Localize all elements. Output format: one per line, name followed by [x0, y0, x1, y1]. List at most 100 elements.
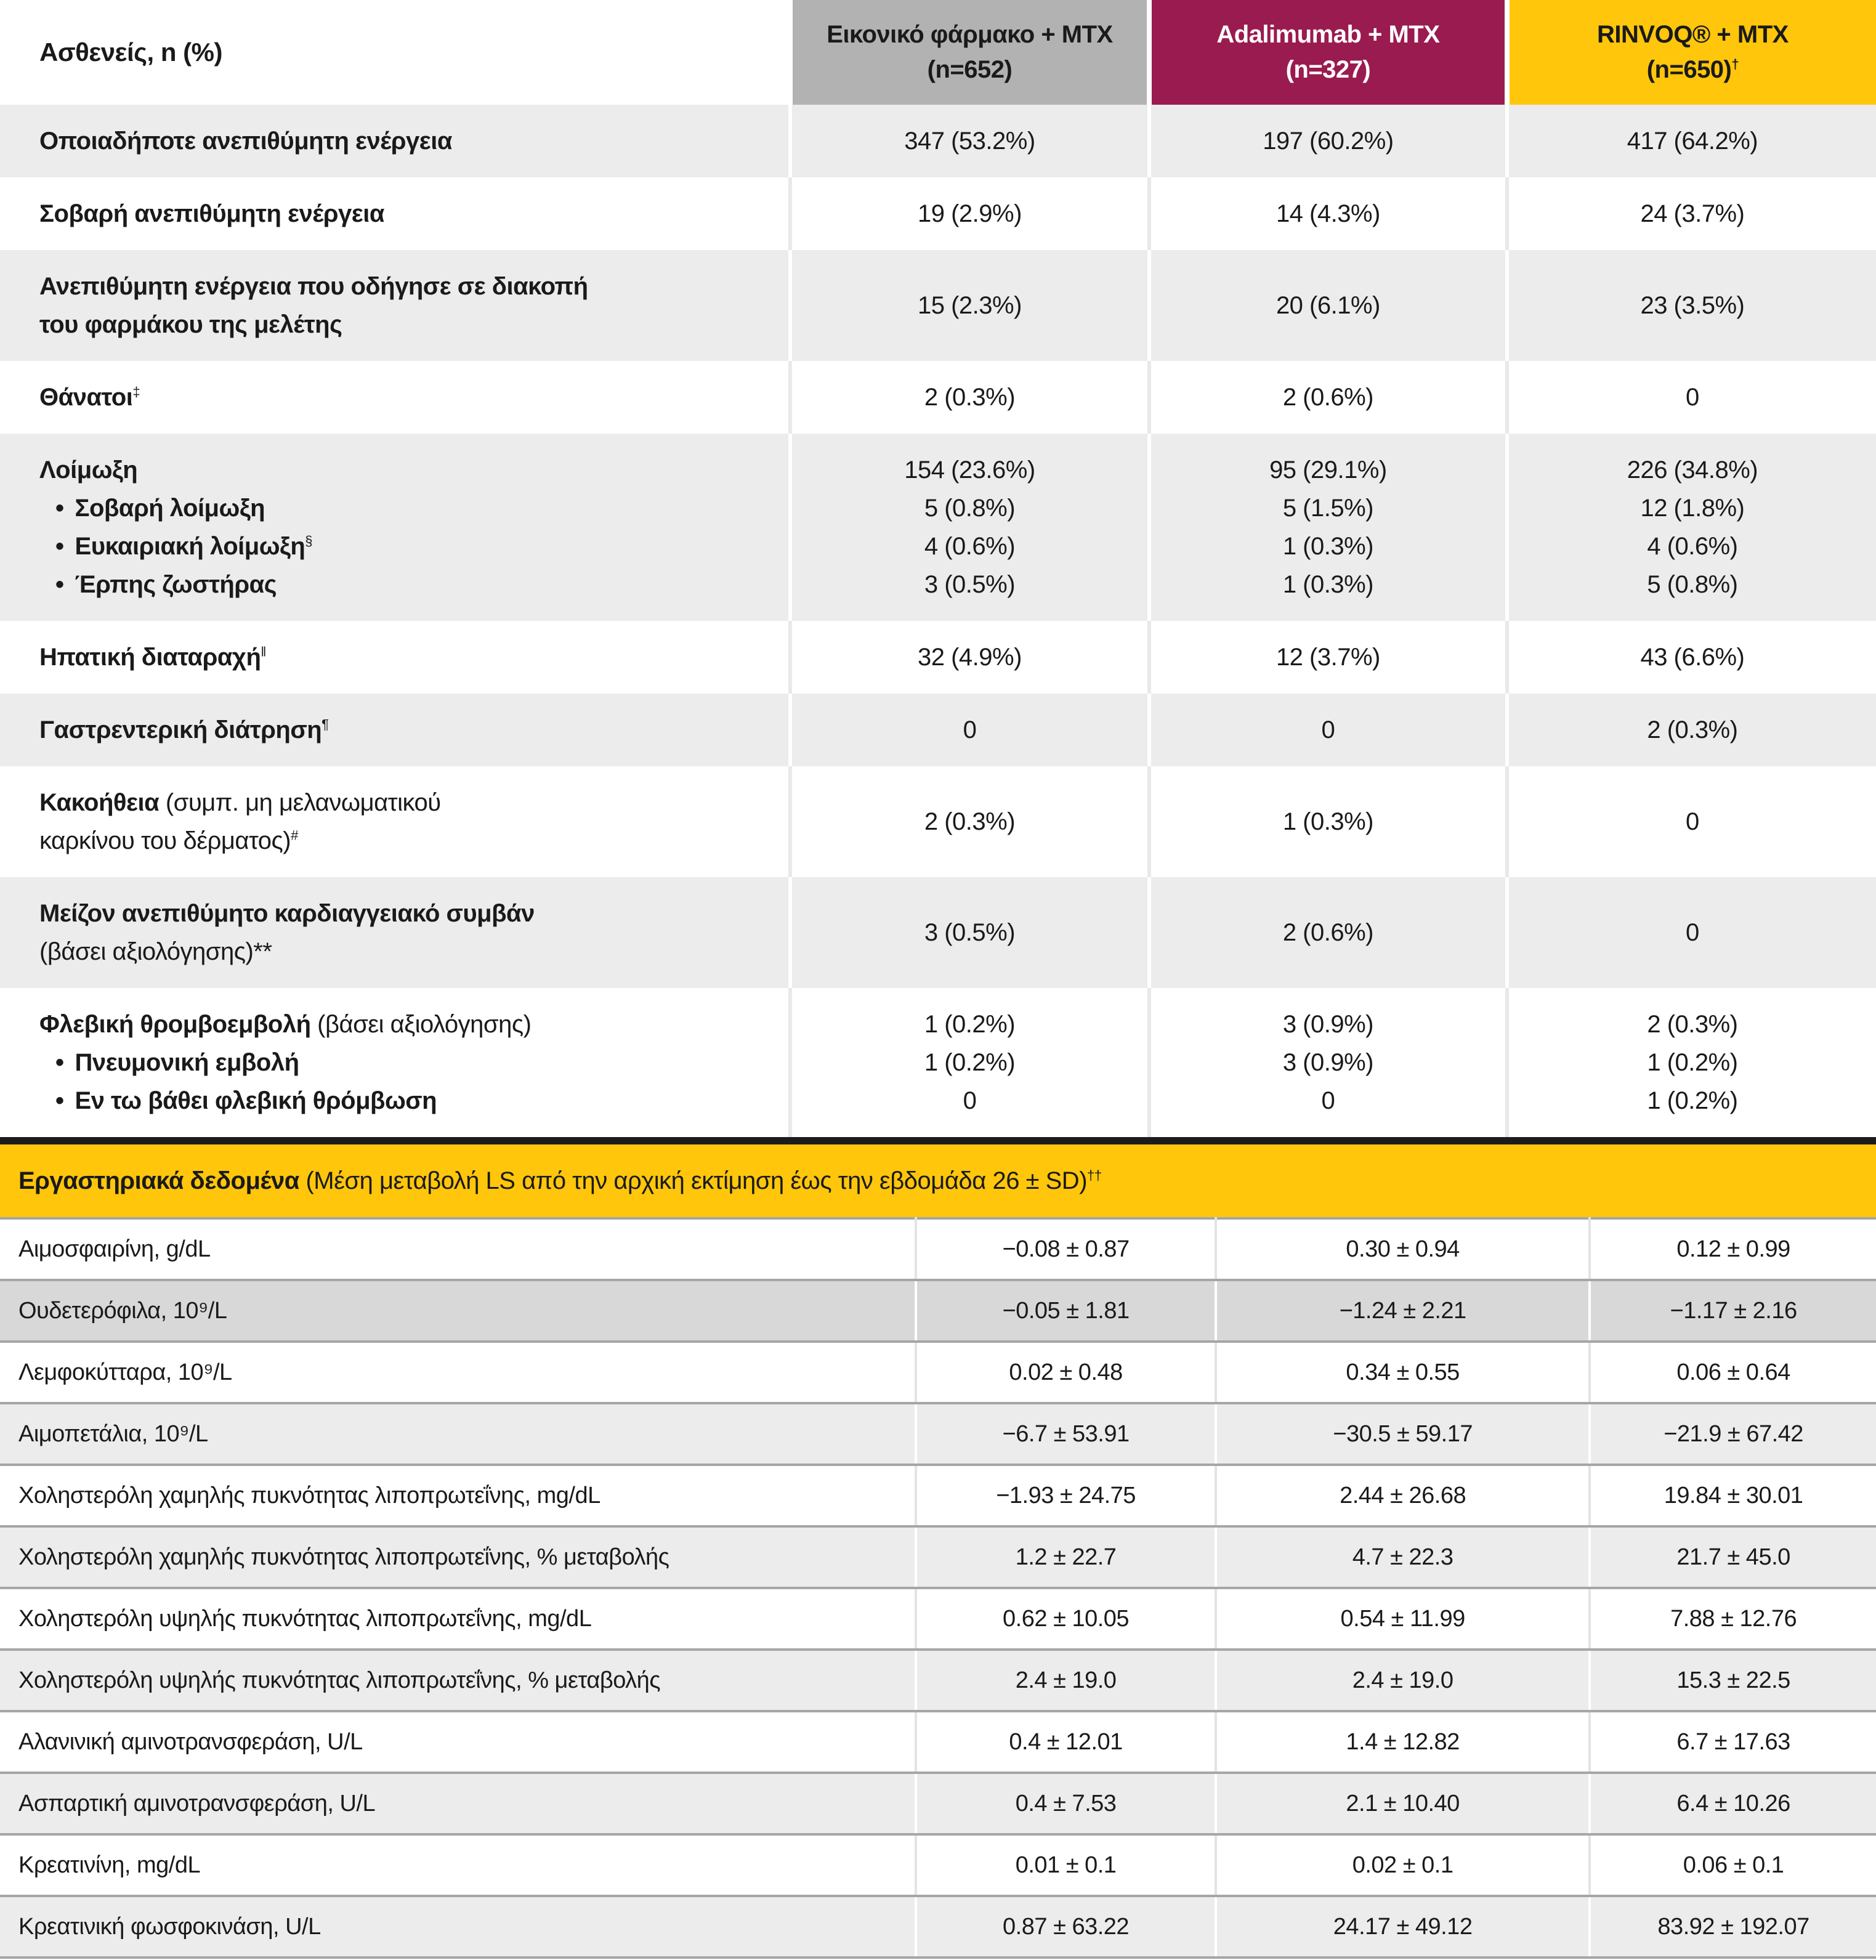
lab-row-label: Λεμφοκύτταρα, 10⁹/L: [0, 1342, 916, 1404]
value-cell: 0.02 ± 0.1: [1215, 1834, 1590, 1897]
value-cell: 19.84 ± 30.01: [1588, 1465, 1876, 1528]
column-header-rinvoq: RINVOQ® + MTX (n=650)†: [1504, 0, 1876, 105]
column-header-n: (n=650)†: [1646, 56, 1739, 83]
table-row-deaths: Θάνατοι‡ 2 (0.3%) 2 (0.6%) 0: [0, 361, 1876, 434]
bullet-icon: •: [55, 1049, 64, 1076]
table-row-gi-perforation: Γαστρεντερική διάτρηση¶ 0 0 2 (0.3%): [0, 694, 1876, 766]
value-cell: 0: [1505, 877, 1876, 988]
row-label: Οποιαδήποτε ανεπιθύμητη ενέργεια: [39, 128, 452, 155]
value-cell: 2 (0.3%): [788, 361, 1149, 434]
value-cell: 0.4 ± 12.01: [915, 1711, 1216, 1774]
double-bar-superscript: ‖: [261, 644, 266, 660]
lab-band-subtitle: (Μέση μεταβολή LS από την αρχική εκτίμησ…: [299, 1167, 1088, 1194]
value-cell: 19 (2.9%): [788, 177, 1149, 250]
lab-row-label: Αιμοπετάλια, 10⁹/L: [0, 1403, 916, 1466]
lab-row-ldl-mgdl: Χοληστερόλη χαμηλής πυκνότητας λιποπρωτε…: [0, 1465, 1876, 1528]
value-cell: 4.7 ± 22.3: [1215, 1526, 1590, 1589]
value-cell: 0.02 ± 0.48: [915, 1342, 1216, 1404]
row-label: του φαρμάκου της μελέτης: [39, 311, 342, 338]
value-cell: −21.9 ± 67.42: [1588, 1403, 1876, 1466]
value-cell: 24.17 ± 49.12: [1215, 1896, 1590, 1959]
table-row-any-adverse-event: Οποιαδήποτε ανεπιθύμητη ενέργεια 347 (53…: [0, 105, 1876, 177]
value-cell: −1.24 ± 2.21: [1215, 1280, 1590, 1343]
value-cell: 0.62 ± 10.05: [915, 1588, 1216, 1651]
row-label: Θάνατοι‡: [39, 384, 140, 411]
value-cell: 2 (0.3%) 1 (0.2%) 1 (0.2%): [1505, 988, 1876, 1137]
bullet-icon: •: [55, 1087, 64, 1114]
pilcrow-superscript: ¶: [321, 716, 329, 732]
column-header-name: Εικονικό φάρμακο + MTX: [827, 21, 1113, 48]
row-label: Ανεπιθύμητη ενέργεια που οδήγησε σε διακ…: [39, 273, 588, 300]
row-sub-label: • Έρπης ζωστήρας: [55, 571, 277, 598]
double-dagger-double-superscript: ††: [1087, 1167, 1102, 1183]
value-cell: 95 (29.1%) 5 (1.5%) 1 (0.3%) 1 (0.3%): [1147, 434, 1507, 621]
lab-row-label: Χοληστερόλη υψηλής πυκνότητας λιποπρωτεΐ…: [0, 1588, 916, 1651]
value-cell: 226 (34.8%) 12 (1.8%) 4 (0.6%) 5 (0.8%): [1505, 434, 1876, 621]
table-row-infection: Λοίμωξη • Σοβαρή λοίμωξη • Ευκαιριακή λοίμ…: [0, 434, 1876, 621]
value-cell: 43 (6.6%): [1505, 621, 1876, 694]
lab-row-label: Χοληστερόλη υψηλής πυκνότητας λιποπρωτεΐ…: [0, 1650, 916, 1712]
column-header-n: (n=327): [1285, 56, 1371, 83]
black-separator-bar: [0, 1137, 1876, 1144]
value-cell: 15 (2.3%): [788, 250, 1149, 361]
value-cell: 2 (0.6%): [1147, 877, 1507, 988]
value-cell: 0.06 ± 0.1: [1588, 1834, 1876, 1897]
row-label: καρκίνου του δέρματος)#: [39, 827, 298, 854]
row-label: Γαστρεντερική διάτρηση¶: [39, 716, 329, 743]
value-cell: 347 (53.2%): [788, 105, 1149, 177]
row-sub-label: • Ευκαιριακή λοίμωξη§: [55, 533, 313, 560]
lab-row-label: Χοληστερόλη χαμηλής πυκνότητας λιποπρωτε…: [0, 1465, 916, 1528]
column-header-name: Adalimumab + MTX: [1216, 21, 1440, 48]
table-row-vte: Φλεβική θρομβοεμβολή (βάσει αξιολόγησης)…: [0, 988, 1876, 1137]
value-cell: 2.1 ± 10.40: [1215, 1773, 1590, 1836]
value-cell: 7.88 ± 12.76: [1588, 1588, 1876, 1651]
lab-row-lymphocytes: Λεμφοκύτταρα, 10⁹/L 0.02 ± 0.48 0.34 ± 0…: [0, 1342, 1876, 1404]
row-label: Μείζον ανεπιθύμητο καρδιαγγειακό συμβάν: [39, 900, 535, 927]
column-header-name: RINVOQ® + MTX: [1597, 21, 1789, 48]
value-cell: 23 (3.5%): [1505, 250, 1876, 361]
value-cell: 0: [1505, 766, 1876, 877]
value-cell: 2.4 ± 19.0: [915, 1650, 1216, 1712]
lab-row-label: Αιμοσφαιρίνη, g/dL: [0, 1218, 916, 1281]
value-cell: 32 (4.9%): [788, 621, 1149, 694]
value-cell: 2.44 ± 26.68: [1215, 1465, 1590, 1528]
header-row: Ασθενείς, n (%) Εικονικό φάρμακο + MTX (…: [0, 0, 1876, 105]
lab-row-label: Κρεατινική φωσφοκινάση, U/L: [0, 1896, 916, 1959]
value-cell: −0.08 ± 0.87: [915, 1218, 1216, 1281]
value-cell: 0.30 ± 0.94: [1215, 1218, 1590, 1281]
lab-row-hdl-mgdl: Χοληστερόλη υψηλής πυκνότητας λιποπρωτεΐ…: [0, 1588, 1876, 1651]
value-cell: 0: [1147, 694, 1507, 766]
row-sub-label: • Πνευμονική εμβολή: [55, 1049, 299, 1076]
value-cell: 3 (0.5%): [788, 877, 1149, 988]
value-cell: 1.2 ± 22.7: [915, 1526, 1216, 1589]
lab-row-neutrophils: Ουδετερόφιλα, 10⁹/L −0.05 ± 1.81 −1.24 ±…: [0, 1280, 1876, 1343]
column-header-adalimumab: Adalimumab + MTX (n=327): [1146, 0, 1507, 105]
value-cell: 0: [1505, 361, 1876, 434]
section-sign-superscript: §: [305, 533, 313, 549]
double-dagger-superscript: ‡: [132, 384, 140, 400]
value-cell: 21.7 ± 45.0: [1588, 1526, 1876, 1589]
lab-row-alt: Αλανινική αμινοτρανσφεράση, U/L 0.4 ± 12…: [0, 1711, 1876, 1774]
value-cell: 0.06 ± 0.64: [1588, 1342, 1876, 1404]
value-cell: 2 (0.6%): [1147, 361, 1507, 434]
lab-row-platelets: Αιμοπετάλια, 10⁹/L −6.7 ± 53.91 −30.5 ± …: [0, 1403, 1876, 1466]
value-cell: −30.5 ± 59.17: [1215, 1403, 1590, 1466]
lab-row-ast: Ασπαρτική αμινοτρανσφεράση, U/L 0.4 ± 7.…: [0, 1773, 1876, 1836]
lab-row-ldl-percent: Χοληστερόλη χαμηλής πυκνότητας λιποπρωτε…: [0, 1526, 1876, 1589]
value-cell: −1.17 ± 2.16: [1588, 1280, 1876, 1343]
lab-row-hemoglobin: Αιμοσφαιρίνη, g/dL −0.08 ± 0.87 0.30 ± 0…: [0, 1218, 1876, 1281]
bullet-icon: •: [55, 533, 64, 560]
value-cell: −0.05 ± 1.81: [915, 1280, 1216, 1343]
value-cell: 12 (3.7%): [1147, 621, 1507, 694]
table-row-malignancy: Κακοήθεια (συμπ. μη μελανωματικού καρκίν…: [0, 766, 1876, 877]
lab-row-label: Ασπαρτική αμινοτρανσφεράση, U/L: [0, 1773, 916, 1836]
table-row-mace: Μείζον ανεπιθύμητο καρδιαγγειακό συμβάν …: [0, 877, 1876, 988]
table-row-ae-leading-to-discontinuation: Ανεπιθύμητη ενέργεια που οδήγησε σε διακ…: [0, 250, 1876, 361]
adverse-events-table: Ασθενείς, n (%) Εικονικό φάρμακο + MTX (…: [0, 0, 1876, 1137]
patients-header: Ασθενείς, n (%): [0, 0, 790, 105]
value-cell: 0.34 ± 0.55: [1215, 1342, 1590, 1404]
hash-superscript: #: [291, 827, 298, 843]
value-cell: 15.3 ± 22.5: [1588, 1650, 1876, 1712]
row-label: Κακοήθεια (συμπ. μη μελανωματικού: [39, 789, 441, 816]
value-cell: 2 (0.3%): [788, 766, 1149, 877]
